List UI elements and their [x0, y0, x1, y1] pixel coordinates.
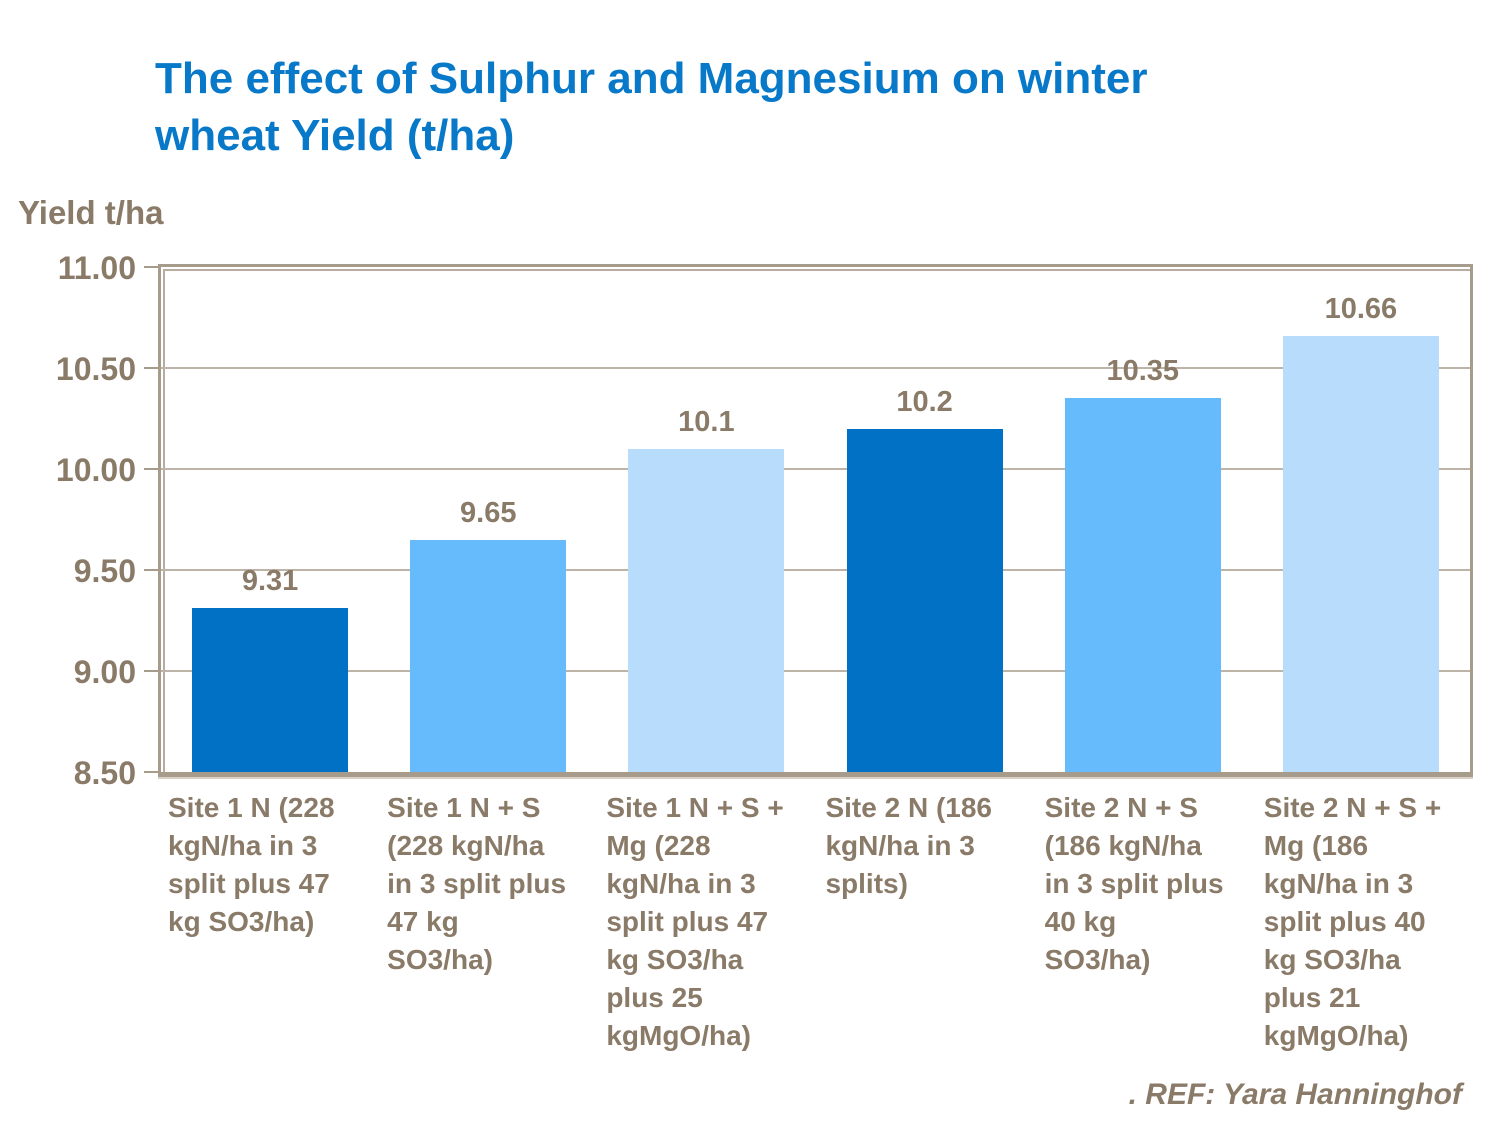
- bar-1: [192, 608, 349, 772]
- gridline-10.00: [161, 468, 1470, 470]
- y-tick-label-11.00: 11.00: [57, 250, 136, 286]
- y-axis-tick-mark-8.50: [144, 771, 158, 773]
- gridline-10.50: [161, 367, 1470, 369]
- bar-6: [1282, 335, 1439, 772]
- bar-3: [628, 448, 785, 772]
- category-label-4: Site 2 N (186 kgN/ha in 3 splits): [825, 792, 992, 899]
- y-tick-label-10.00: 10.00: [55, 452, 136, 488]
- y-tick-label-8.50: 8.50: [73, 755, 136, 791]
- gridline-9.00: [161, 670, 1470, 672]
- bar-value-label-2: 9.65: [460, 496, 517, 529]
- bars-layer: 9.31 9.65 10.1 10.2 10.35 10.66: [161, 267, 1470, 772]
- gridline-9.50: [161, 569, 1470, 571]
- x-axis-category-labels: Site 1 N (228 kgN/ha in 3 split plus 47 …: [158, 789, 1473, 1055]
- bar-value-label-1: 9.31: [241, 565, 299, 598]
- y-axis-tick-labels: 11.00 10.50 10.00 9.50 9.00 8.50: [0, 250, 136, 791]
- gridlines-layer: [144, 266, 1470, 773]
- y-axis-tick-mark-10.50: [144, 367, 158, 369]
- bar-2: [410, 539, 567, 772]
- reference-note: . REF: Yara Hanninghof: [1128, 1078, 1462, 1111]
- bar-value-label-3: 10.1: [678, 405, 735, 438]
- chart-title: The effect of Sulphur and Magnesium on w…: [155, 54, 1148, 160]
- y-axis-tick-mark-9.50: [144, 569, 158, 571]
- bar-value-label-4: 10.2: [896, 385, 953, 418]
- category-label-3: Site 1 N + S + Mg (228 kgN/ha in 3 split…: [606, 792, 784, 1051]
- bar-value-label-5: 10.35: [1106, 355, 1180, 388]
- plot-area: 9.31 9.65 10.1 10.2 10.35 10.66: [144, 264, 1473, 777]
- bar-5: [1064, 398, 1221, 772]
- category-label-2: Site 1 N + S (228 kgN/ha in 3 split plus…: [387, 792, 567, 975]
- y-tick-label-10.50: 10.50: [55, 351, 136, 387]
- y-tick-label-9.00: 9.00: [73, 654, 136, 690]
- y-axis-title: Yield t/ha: [18, 194, 164, 231]
- category-label-5: Site 2 N + S (186 kgN/ha in 3 split plus…: [1044, 792, 1224, 975]
- category-label-6: Site 2 N + S + Mg (186 kgN/ha in 3 split…: [1263, 792, 1442, 1051]
- bar-value-label-6: 10.66: [1324, 292, 1398, 325]
- y-axis-tick-mark-11.00: [144, 266, 158, 268]
- y-tick-label-9.50: 9.50: [73, 553, 136, 589]
- y-axis-tick-mark-10.00: [144, 468, 158, 470]
- bar-4: [846, 428, 1003, 772]
- category-label-1: Site 1 N (228 kgN/ha in 3 split plus 47 …: [168, 792, 335, 937]
- y-axis-tick-mark-9.00: [144, 670, 158, 672]
